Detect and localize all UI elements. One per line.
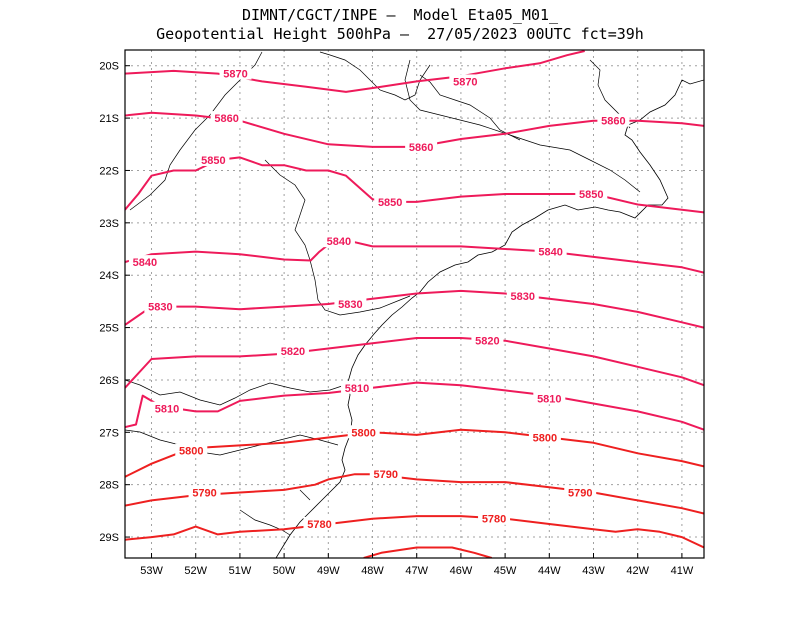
contour-label-bg	[322, 234, 355, 248]
contour-label-bg	[334, 297, 367, 310]
lon-tick-label: 44W	[538, 565, 561, 577]
contour-label-bg	[449, 74, 482, 88]
contour-label-bg	[144, 299, 177, 313]
contour-label-bg	[534, 244, 567, 258]
contour-5780	[125, 515, 704, 549]
contour-label-bg	[197, 152, 230, 166]
contour-label-5780: 5780	[307, 519, 331, 531]
contour-5770	[363, 546, 493, 558]
contour-label-5790: 5790	[374, 469, 398, 481]
coastline	[275, 79, 704, 558]
contour-5840	[125, 240, 704, 274]
title-line-2: Geopotential Height 500hPa — 27/05/2023 …	[156, 25, 644, 43]
contour-label-5870: 5870	[453, 76, 477, 88]
contour-label-5780: 5780	[482, 514, 506, 526]
lat-tick-label: 28S	[99, 480, 119, 492]
contour-label-5800: 5800	[351, 427, 375, 439]
lat-tick-label: 27S	[99, 427, 119, 439]
lat-tick-label: 29S	[99, 532, 119, 544]
contour-label-bg	[374, 194, 407, 208]
lon-tick-label: 46W	[450, 565, 473, 577]
lon-tick-label: 41W	[671, 565, 694, 577]
lon-tick-label: 43W	[582, 565, 605, 577]
contour-label-5790: 5790	[192, 488, 216, 500]
contour-label-5860: 5860	[409, 142, 433, 154]
contour-5870	[125, 50, 585, 93]
contour-label-5850: 5850	[579, 189, 603, 201]
lon-tick-label: 52W	[184, 565, 207, 577]
contour-label-bg	[175, 443, 208, 457]
contour-label-bg	[405, 139, 438, 153]
contour-label-5860: 5860	[214, 113, 238, 125]
contour-5810	[125, 381, 704, 431]
lat-tick-label: 22S	[99, 165, 119, 177]
state-border	[125, 379, 346, 456]
contour-label-5850: 5850	[201, 155, 225, 167]
contour-label-bg	[347, 425, 380, 439]
lon-tick-label: 47W	[405, 565, 428, 577]
contour-label-bg	[506, 289, 539, 303]
contour-label-5840: 5840	[133, 257, 157, 269]
contour-label-bg	[341, 380, 374, 394]
contour-label-bg	[471, 333, 504, 347]
contour-label-bg	[575, 187, 608, 201]
contour-label-5840: 5840	[538, 247, 562, 259]
contour-label-5870: 5870	[223, 69, 247, 81]
contour-label-bg	[276, 344, 309, 358]
contour-label-5800: 5800	[179, 446, 203, 458]
lat-tick-label: 26S	[99, 375, 119, 387]
state-border	[239, 74, 521, 536]
contour-label-5820: 5820	[281, 346, 305, 358]
map-frame	[124, 49, 705, 559]
lat-tick-label: 21S	[99, 113, 119, 125]
contour-label-5840: 5840	[327, 236, 351, 248]
contour-label-bg	[150, 401, 183, 415]
lon-tick-label: 50W	[273, 565, 296, 577]
contour-label-bg	[303, 516, 336, 530]
lat-tick-label: 20S	[99, 61, 119, 73]
lon-tick-label: 53W	[140, 565, 163, 577]
lon-tick-label: 45W	[494, 565, 517, 577]
lon-tick-label: 49W	[317, 565, 340, 577]
lon-tick-label: 51W	[229, 565, 252, 577]
contour-label-5820: 5820	[475, 336, 499, 348]
contour-5820	[125, 337, 704, 389]
contour-label-bg	[369, 467, 402, 481]
contour-label-bg	[188, 485, 221, 499]
coastline-layer	[125, 51, 704, 558]
contour-label-bg	[478, 511, 511, 525]
contour-5850	[125, 156, 704, 214]
contour-label-5810: 5810	[155, 404, 179, 416]
contour-5800	[125, 428, 704, 478]
contour-5830	[125, 289, 704, 329]
lat-tick-label: 23S	[99, 218, 119, 230]
lat-tick-label: 24S	[99, 270, 119, 282]
contour-label-5790: 5790	[568, 488, 592, 500]
contour-label-bg	[219, 66, 252, 80]
contour-label-bg	[564, 485, 597, 499]
contour-label-5850: 5850	[378, 197, 402, 209]
axis-ticks: 20S 21S 22S 23S 24S 25S 26S 27S 28S 29S 53W 52W 51W 5…	[99, 61, 693, 577]
contour-label-5800: 5800	[533, 433, 557, 445]
contour-labels: 5870 5870 5860 5860 5860 5850 5850 5850 5840 5840…	[128, 66, 630, 531]
title-line-1: DIMNT/CGCT/INPE — Model Eta05_M01_	[241, 6, 559, 24]
contour-label-bg	[210, 111, 243, 125]
contour-label-5810: 5810	[345, 383, 369, 395]
contour-label-bg	[533, 391, 566, 405]
contour-label-5830: 5830	[338, 299, 362, 311]
contour-label-5810: 5810	[537, 393, 561, 405]
contour-label-5830: 5830	[148, 302, 172, 314]
contour-label-5830: 5830	[511, 291, 535, 303]
lon-tick-label: 42W	[626, 565, 649, 577]
contour-label-bg	[597, 113, 630, 127]
contour-label-bg	[128, 255, 161, 269]
lon-tick-label: 48W	[361, 565, 384, 577]
contour-label-bg	[528, 430, 561, 444]
lat-tick-label: 25S	[99, 323, 119, 335]
contour-label-5860: 5860	[601, 116, 625, 128]
chart-title: DIMNT/CGCT/INPE — Model Eta05_M01_ Geopo…	[0, 6, 800, 44]
